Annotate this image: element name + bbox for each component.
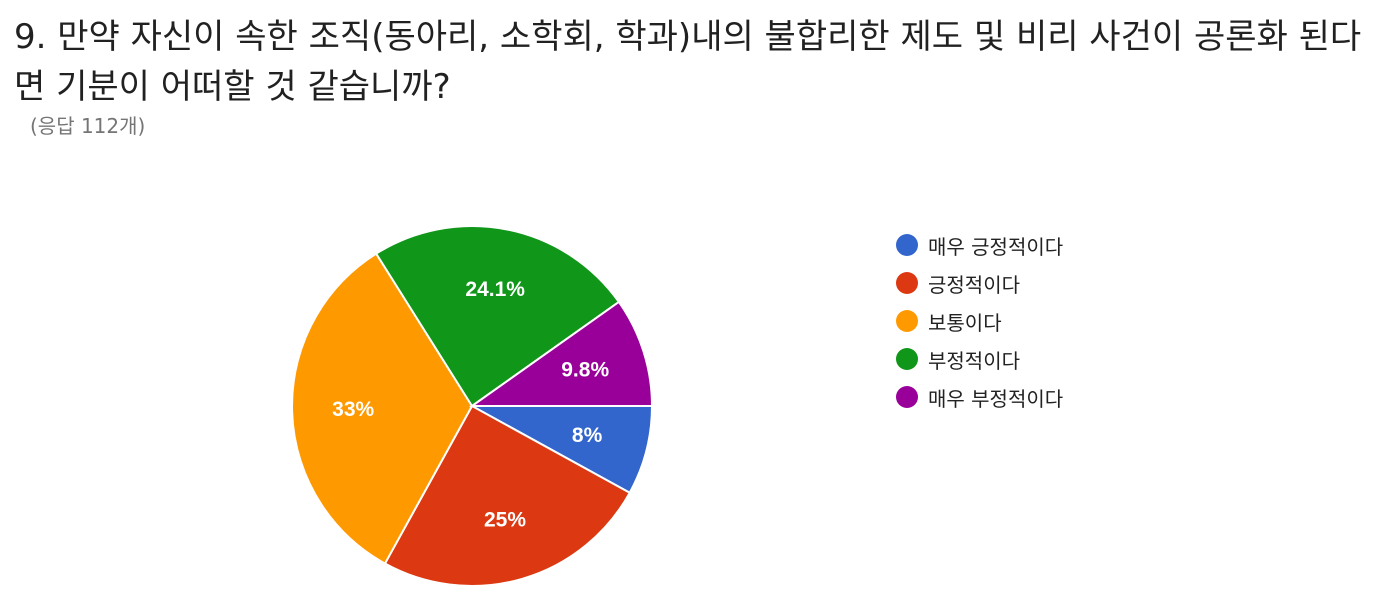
legend-item-3[interactable]: 보통이다 <box>896 302 1063 340</box>
legend-item-4[interactable]: 부정적이다 <box>896 340 1063 378</box>
legend-swatch <box>896 272 918 294</box>
legend-label: 매우 긍정적이다 <box>928 234 1064 259</box>
slice-data-label-1: 8% <box>572 424 603 447</box>
pie-slice-3[interactable] <box>291 252 474 565</box>
legend-item-5[interactable]: 매우 부정적이다 <box>896 378 1063 416</box>
legend-label: 보통이다 <box>928 310 1002 335</box>
legend-label: 긍정적이다 <box>928 272 1020 297</box>
pie-slice-4[interactable] <box>374 225 621 408</box>
chart-title: 9. 만약 자신이 속한 조직(동아리, 소학회, 학과)내의 불합리한 제도 … <box>14 17 1362 107</box>
legend-item-2[interactable]: 긍정적이다 <box>896 264 1063 302</box>
slice-data-label-5: 9.8% <box>561 359 609 382</box>
pie-slice-1[interactable] <box>471 405 654 495</box>
pie-slice-5[interactable] <box>468 300 654 407</box>
legend-swatch <box>896 386 918 408</box>
slice-data-label-2: 25% <box>484 509 526 532</box>
slice-data-label-3: 33% <box>332 398 374 421</box>
legend-label: 부정적이다 <box>928 348 1020 373</box>
legend-swatch <box>896 234 918 256</box>
pie-slice-2[interactable] <box>383 404 632 587</box>
legend-swatch <box>896 310 918 332</box>
slice-data-label-4: 24.1% <box>465 278 525 301</box>
legend-item-1[interactable]: 매우 긍정적이다 <box>896 226 1063 264</box>
legend-label: 매우 부정적이다 <box>928 386 1064 411</box>
legend-swatch <box>896 348 918 370</box>
response-count: (응답 112개) <box>30 114 146 138</box>
